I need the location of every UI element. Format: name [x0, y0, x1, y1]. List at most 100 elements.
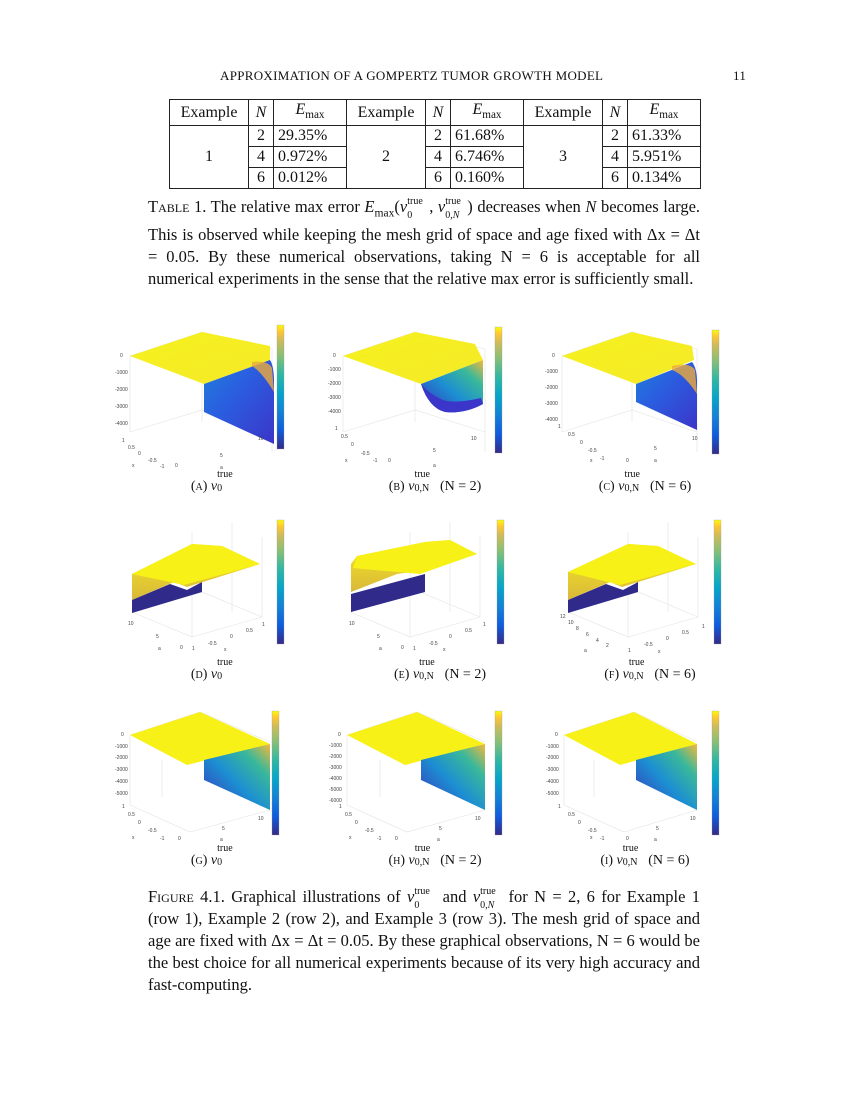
th-n: N [602, 98, 628, 127]
cell-emax: 61.68% [450, 125, 524, 148]
svg-text:a: a [220, 465, 223, 471]
subfigure-label-g: (g) v true 0 [190, 843, 233, 868]
svg-text:-0.5: -0.5 [429, 641, 438, 647]
cell-emax: 0.134% [627, 167, 701, 190]
svg-text:-0.5: -0.5 [588, 448, 597, 454]
svg-text:-1000: -1000 [546, 744, 559, 750]
svg-text:4: 4 [596, 638, 599, 644]
surface-plot-g: 0-1000-2000-3000-4000-5000 10.50-0.5-1 x… [115, 710, 280, 843]
cell-emax: 0.160% [450, 167, 524, 190]
svg-text:-2000: -2000 [545, 385, 558, 391]
cell-example: 3 [523, 125, 603, 190]
error-table: Example N Emax Example N Emax Example N … [169, 98, 701, 190]
subfigure-label-h: (h) v true 0,N (N = 2) [388, 843, 482, 868]
cell-emax: 0.972% [273, 146, 347, 169]
svg-text:0: 0 [355, 820, 358, 826]
svg-text:12: 12 [560, 614, 566, 620]
svg-text:0: 0 [230, 634, 233, 640]
svg-text:a: a [158, 646, 161, 652]
svg-text:0: 0 [555, 732, 558, 738]
cell-emax: 61.33% [627, 125, 701, 148]
svg-text:5: 5 [656, 826, 659, 832]
svg-text:-3000: -3000 [115, 767, 128, 773]
surface-plot-b: 0-1000-2000-3000-4000 10.50-0.5-1 x 0510… [328, 326, 503, 469]
svg-text:-4000: -4000 [329, 776, 342, 782]
svg-text:1: 1 [558, 804, 561, 810]
figure-caption-label: Figure 4.1. [148, 887, 225, 906]
svg-text:0: 0 [175, 463, 178, 469]
svg-text:x: x [349, 835, 352, 841]
svg-text:-3000: -3000 [329, 765, 342, 771]
svg-text:0: 0 [552, 353, 555, 359]
svg-text:x: x [224, 647, 227, 653]
cell-n: 6 [425, 167, 451, 190]
svg-text:0.5: 0.5 [246, 628, 253, 634]
table-row: 6 0.012% 6 0.160% 6 0.134% [170, 167, 701, 190]
subfigure-label-e: (e) v true 0,N (N = 2) [394, 657, 486, 682]
svg-text:a: a [654, 458, 657, 464]
table-row: 1 2 29.35% 2 2 61.68% 3 2 61.33% [169, 125, 701, 190]
surface-plot-i: 0-1000-2000-3000-4000-5000 10.50-0.5-1 x… [546, 710, 720, 843]
svg-text:0: 0 [449, 634, 452, 640]
svg-text:1: 1 [122, 804, 125, 810]
cell-emax: 5.951% [627, 146, 701, 169]
cell-emax: 29.35% [273, 125, 347, 148]
th-example: Example [523, 98, 603, 127]
svg-text:1: 1 [558, 424, 561, 430]
cell-n: 4 [425, 146, 451, 169]
svg-text:0: 0 [666, 636, 669, 642]
svg-text:-0.5: -0.5 [644, 642, 653, 648]
svg-text:-3000: -3000 [115, 404, 128, 410]
svg-text:10: 10 [349, 621, 355, 627]
figure-caption: Figure 4.1. Graphical illustrations of v… [148, 886, 701, 994]
svg-text:5: 5 [156, 634, 159, 640]
surface-plot-e: 10 5 a 0 1 -0.5 0 0.5 1 x [349, 519, 505, 653]
svg-text:10: 10 [692, 436, 698, 442]
subfigure-label-c: (c) v true 0,N (N = 6) [598, 469, 692, 494]
cell-example: 2 [346, 125, 426, 190]
svg-text:-4000: -4000 [115, 779, 128, 785]
svg-text:5: 5 [377, 634, 380, 640]
svg-text:x: x [345, 458, 348, 464]
svg-text:x: x [132, 835, 135, 841]
running-header: APPROXIMATION OF A GOMPERTZ TUMOR GROWTH… [0, 66, 850, 86]
svg-text:-1000: -1000 [329, 743, 342, 749]
svg-text:0.5: 0.5 [345, 812, 352, 818]
svg-text:-2000: -2000 [115, 755, 128, 761]
cell-emax: 6.746% [450, 146, 524, 169]
svg-text:0: 0 [580, 440, 583, 446]
svg-text:8: 8 [576, 626, 579, 632]
svg-text:1: 1 [702, 624, 705, 630]
svg-text:5: 5 [220, 453, 223, 459]
plot-g: 0 -1000 -2000 -3000 -4000 -5000 1 0.5 0 -0.5 -1 x… [112, 702, 317, 852]
svg-text:1: 1 [413, 646, 416, 652]
svg-text:-2000: -2000 [115, 387, 128, 393]
svg-text:1: 1 [339, 804, 342, 810]
plot-b: 0 -1000 -2000 -3000 -4000 1 0.5 0 -0.5 -1 x 0 5 10… [325, 322, 530, 472]
cell-n: 6 [248, 167, 274, 190]
svg-text:-0.5: -0.5 [208, 641, 217, 647]
svg-text:x: x [132, 463, 135, 469]
svg-text:a: a [379, 646, 382, 652]
cell-n: 6 [602, 167, 628, 190]
plot-a: 0 -1000 -2000 -3000 -4000 1 0.5 0 -0.5 -1 x 0 5 10… [112, 322, 317, 472]
svg-text:0: 0 [120, 353, 123, 359]
svg-text:6: 6 [586, 632, 589, 638]
th-emax: Emax [273, 98, 347, 127]
svg-text:5: 5 [439, 826, 442, 832]
svg-text:0.5: 0.5 [128, 445, 135, 451]
svg-text:0: 0 [338, 732, 341, 738]
th-n: N [425, 98, 451, 127]
svg-text:-0.5: -0.5 [361, 451, 370, 457]
svg-text:-0.5: -0.5 [365, 828, 374, 834]
svg-text:0: 0 [333, 353, 336, 359]
page-number: 11 [733, 68, 747, 83]
svg-text:-1: -1 [160, 836, 165, 842]
svg-text:-3000: -3000 [328, 395, 341, 401]
th-emax: Emax [450, 98, 524, 127]
plot-c: 0 -1000 -2000 -3000 -4000 1 0.5 0 -0.5 -1 x 0 5 10… [532, 322, 737, 472]
svg-text:1: 1 [192, 646, 195, 652]
cell-n: 2 [602, 125, 628, 148]
svg-text:-0.5: -0.5 [148, 828, 157, 834]
